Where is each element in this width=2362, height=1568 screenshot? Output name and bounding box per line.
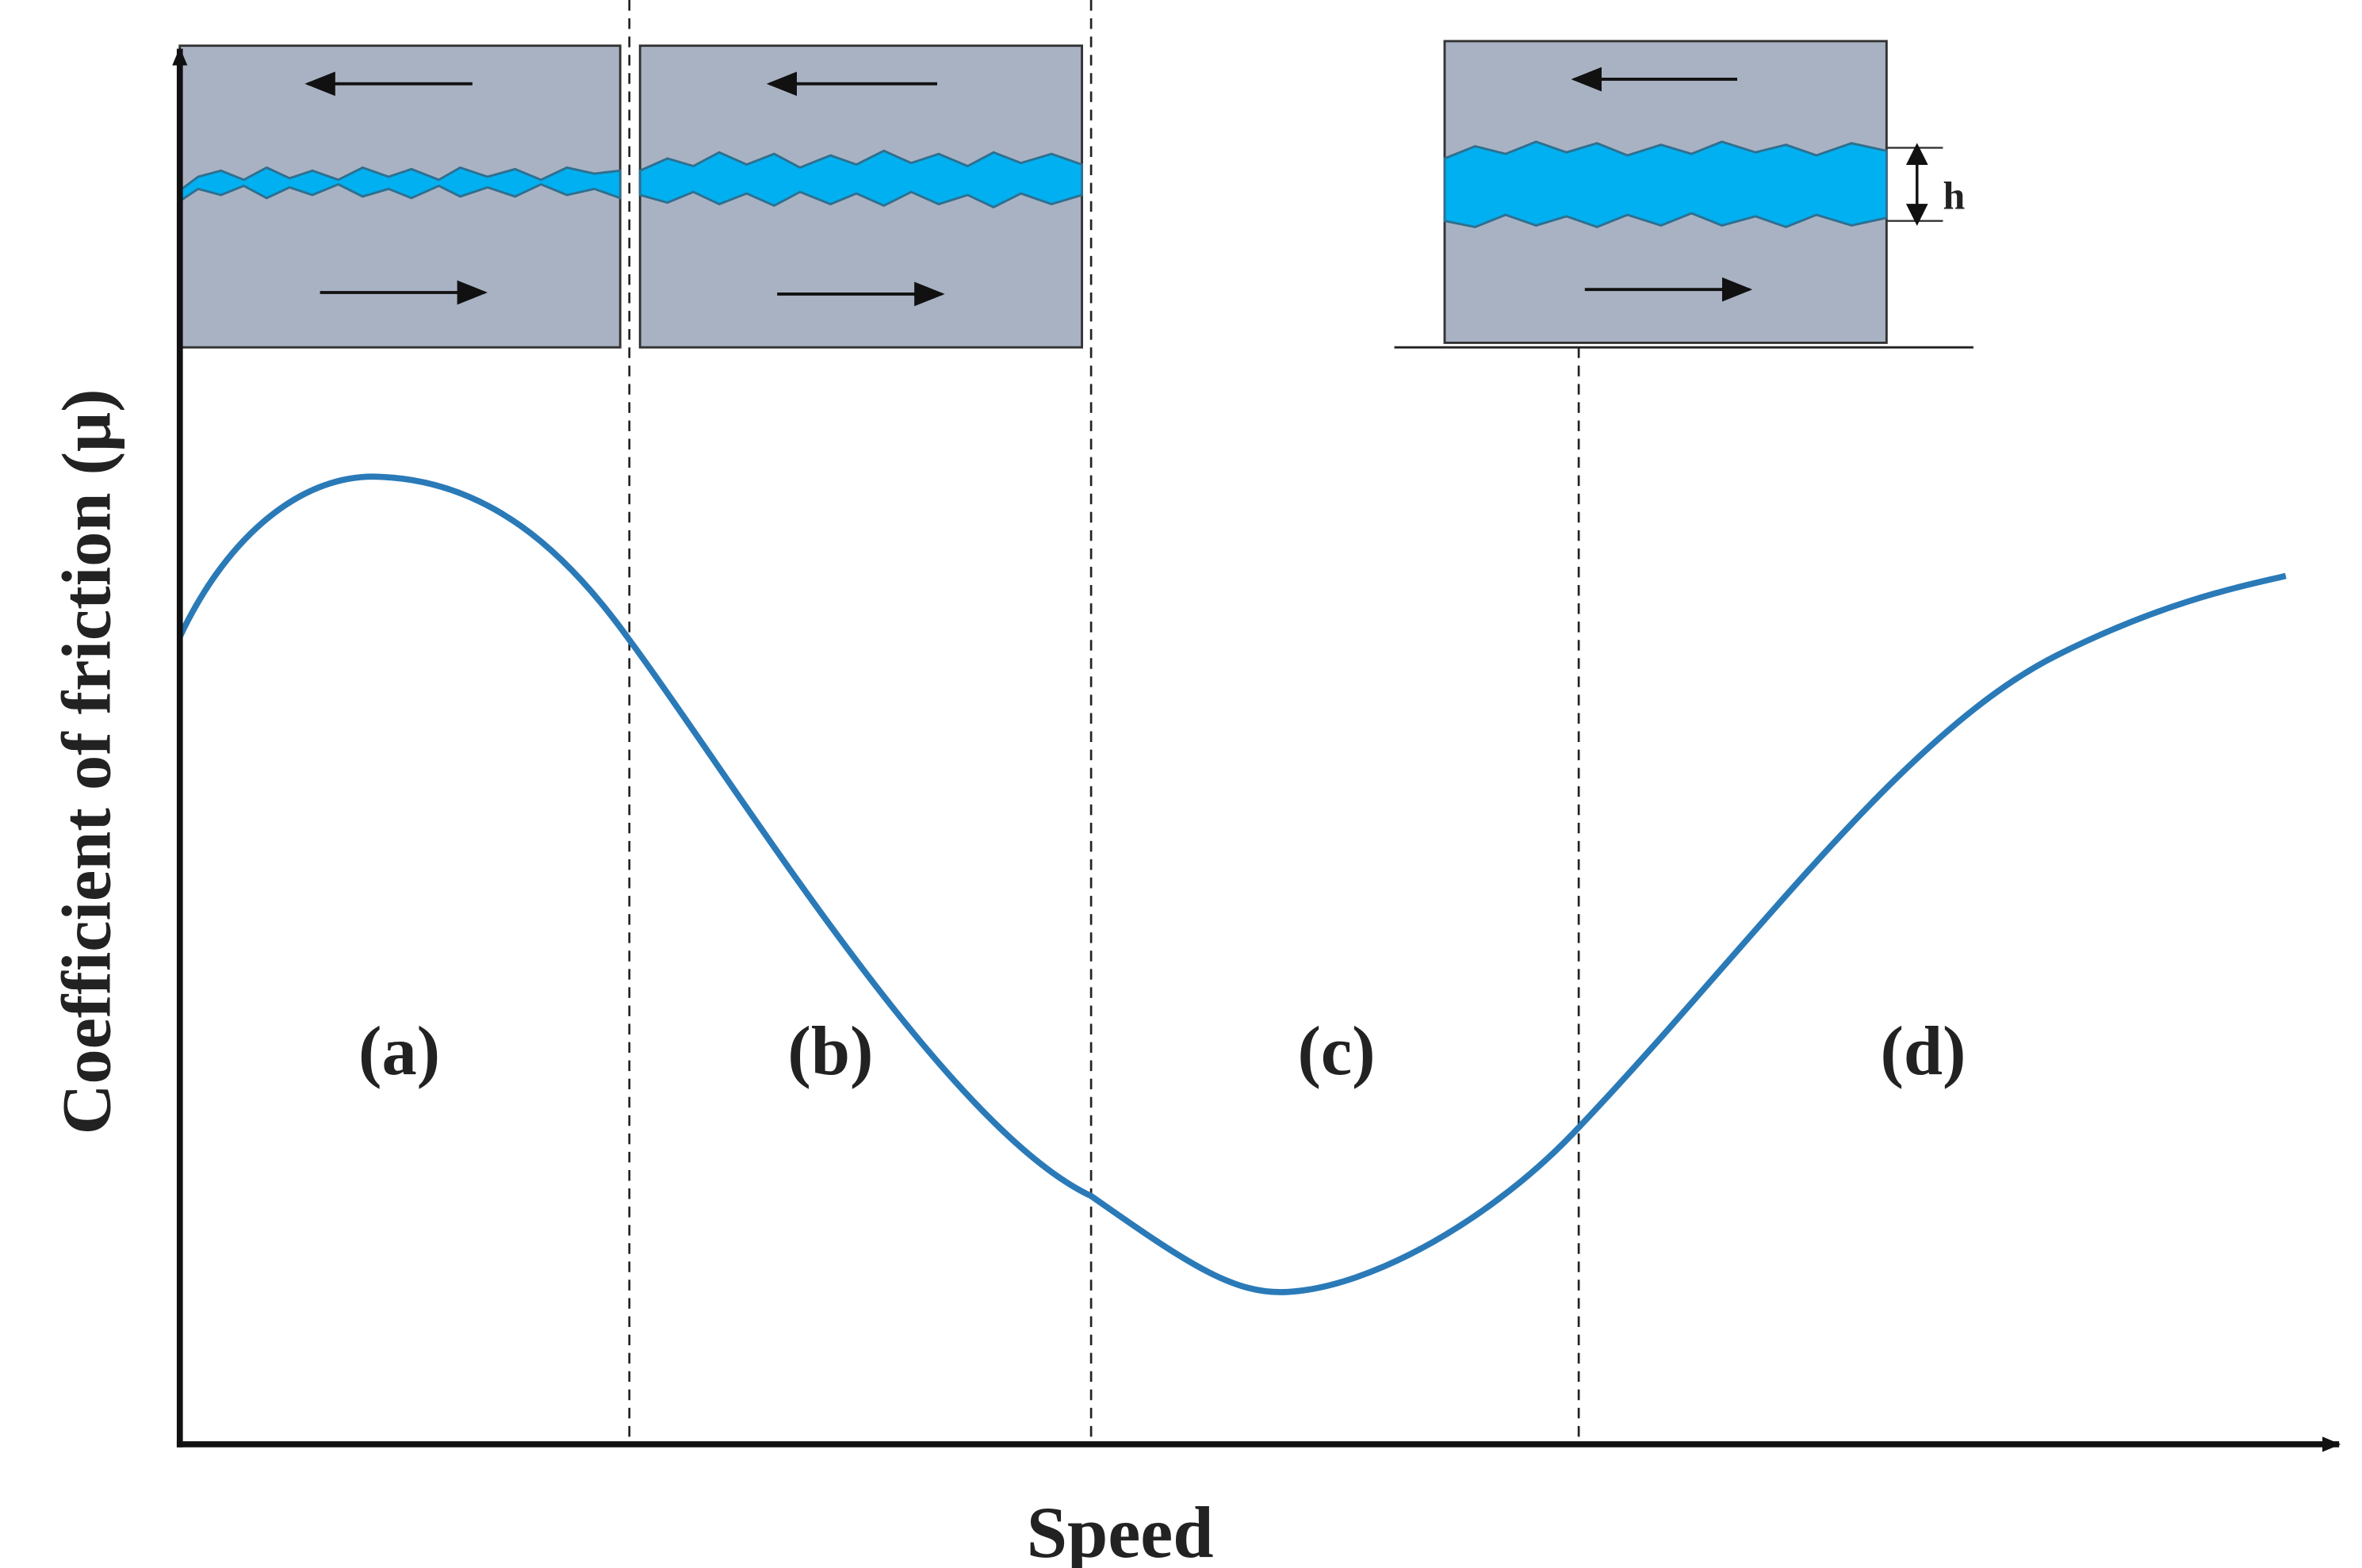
regime-a-illustration xyxy=(178,44,622,349)
region-label: (b) xyxy=(787,1012,873,1090)
friction-curve xyxy=(177,473,2287,1295)
x-axis-label: Speed xyxy=(1027,1492,1214,1568)
film-thickness-label: h xyxy=(1943,173,1965,217)
y-axis-label: Coefficient of friction (μ) xyxy=(48,388,125,1134)
regime-c-illustration xyxy=(1394,40,1973,349)
region-label: (d) xyxy=(1880,1012,1966,1090)
region-label: (a) xyxy=(358,1012,440,1090)
regime-b-illustration xyxy=(638,44,1084,349)
region-label: (c) xyxy=(1297,1012,1375,1090)
